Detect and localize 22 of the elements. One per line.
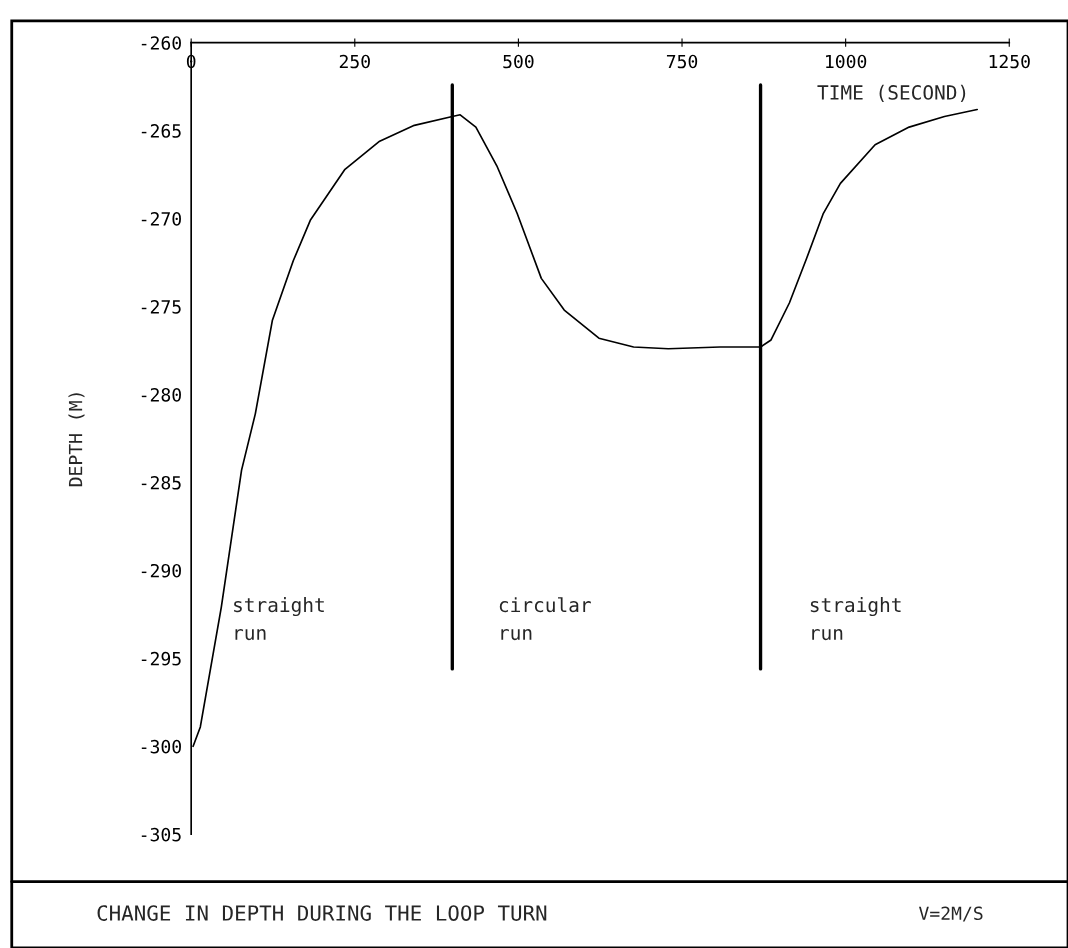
x-tick-label: 1000 (826, 54, 867, 69)
text: CHANGE IN DEPTH DURING THE LOOP TURN (97, 905, 547, 921)
y-tick-label: -305 (141, 827, 181, 842)
y-tick-label: -290 (141, 563, 181, 578)
y-tick-label: -265 (141, 124, 181, 138)
annotation: straight run (234, 597, 324, 641)
x-tick-label: 750 (666, 54, 698, 69)
y-axis-title: DEPTH (M) (68, 393, 85, 487)
y-tick-label: -300 (141, 739, 181, 754)
x-tick-label: 500 (503, 54, 534, 69)
y-tick-label: -275 (141, 300, 181, 314)
y-tick-label: -285 (141, 475, 181, 490)
x-axis-title: TIME (SECOND) (817, 84, 966, 103)
y-tick-label: -280 (141, 387, 181, 402)
x-tick-label: 250 (339, 54, 370, 69)
y-tick-label: -260 (141, 36, 181, 50)
annotation: straight run (810, 597, 901, 641)
text: V=2M/S (918, 906, 983, 922)
x-tick-label: 1250 (989, 54, 1030, 69)
annotation: circular run (499, 597, 591, 641)
y-tick-label: -295 (141, 651, 181, 666)
y-tick-label: -270 (141, 212, 181, 226)
